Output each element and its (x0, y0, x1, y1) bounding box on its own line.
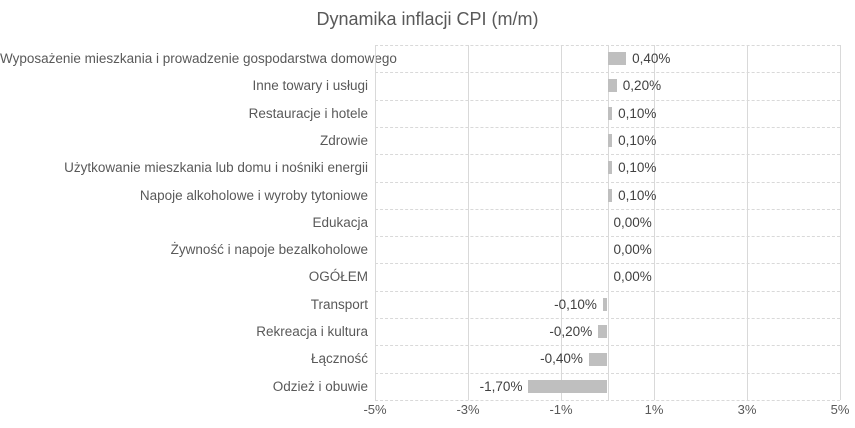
category-label: Inne towary i usługi (252, 78, 368, 94)
data-label: -0,40% (540, 351, 583, 367)
chart-title: Dynamika inflacji CPI (m/m) (316, 9, 539, 29)
bar (602, 297, 608, 311)
data-label: 0,10% (618, 132, 657, 148)
vertical-gridline (375, 45, 376, 400)
data-label: 0,20% (622, 78, 662, 94)
category-label: Łączność (310, 351, 368, 367)
bar (607, 79, 617, 93)
category-label: Wyposażenie mieszkania i prowadzenie gos… (0, 51, 397, 66)
x-tick-label: 1% (644, 402, 664, 417)
zero-axis-line (607, 45, 609, 400)
value-axis-labels: -5% -3% -1% 1% 3% 5% (0, 402, 855, 420)
data-label: 0,10% (618, 105, 657, 121)
x-tick-label: -5% (363, 402, 387, 417)
vertical-gridline (561, 45, 562, 400)
plot-area: 0,40% 0,20% 0,10% 0,10% 0,10% 0,10% 0,00% 0,00%… (375, 45, 841, 401)
data-label: 0,40% (632, 51, 671, 66)
bar (607, 52, 627, 66)
x-tick-label: -1% (549, 402, 573, 417)
category-label: Zdrowie (319, 132, 368, 148)
category-label: Edukacja (312, 214, 368, 230)
data-label: 0,10% (618, 187, 657, 203)
category-axis-labels: Wyposażenie mieszkania i prowadzenie gos… (0, 45, 397, 400)
category-label: Odzież i obuwie (272, 378, 368, 394)
category-label: Żywność i napoje bezalkoholowe (170, 242, 368, 258)
data-label: -1,70% (479, 378, 523, 394)
data-label: 0,00% (613, 269, 652, 285)
vertical-gridline (654, 45, 655, 400)
data-label: -0,20% (549, 324, 593, 340)
vertical-gridline (747, 45, 748, 400)
data-label: 0,00% (613, 214, 652, 230)
data-label: 0,10% (618, 160, 657, 176)
category-label: Transport (310, 296, 368, 312)
category-label: Rekreacja i kultura (256, 324, 368, 340)
bar (598, 325, 608, 339)
data-label: -0,10% (554, 296, 597, 312)
bar (607, 134, 613, 148)
bar (607, 161, 613, 175)
bar (528, 379, 608, 393)
bar (588, 352, 608, 366)
horizontal-gridline (375, 400, 840, 401)
bar (607, 106, 613, 120)
category-label: Restauracje i hotele (248, 105, 368, 121)
vertical-gridline (840, 45, 841, 400)
data-label: 0,00% (613, 242, 652, 258)
x-tick-label: 3% (737, 402, 757, 417)
category-label: Napoje alkoholowe i wyroby tytoniowe (139, 187, 368, 203)
vertical-gridline (468, 45, 469, 400)
category-label: OGÓŁEM (308, 269, 368, 285)
x-tick-label: 5% (830, 402, 850, 417)
x-tick-label: -3% (456, 402, 480, 417)
bar (607, 188, 613, 202)
category-label: Użytkowanie mieszkania lub domu i nośnik… (64, 160, 368, 176)
